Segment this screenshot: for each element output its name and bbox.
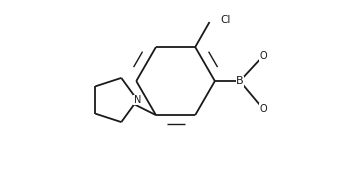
Text: B: B [236, 76, 244, 86]
Text: N: N [134, 95, 141, 105]
Text: O: O [259, 51, 267, 61]
Text: Cl: Cl [220, 15, 230, 25]
Text: O: O [259, 104, 267, 114]
